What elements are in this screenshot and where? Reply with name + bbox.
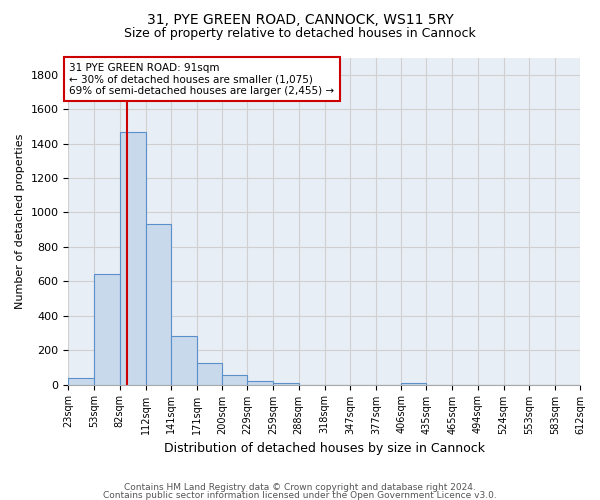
Bar (119, 132, 146, 384)
Text: 31, PYE GREEN ROAD, CANNOCK, WS11 5RY: 31, PYE GREEN ROAD, CANNOCK, WS11 5RY (146, 12, 454, 26)
X-axis label: Distribution of detached houses by size in Cannock: Distribution of detached houses by size … (164, 442, 485, 455)
Bar (68, 378, 94, 384)
Text: Size of property relative to detached houses in Cannock: Size of property relative to detached ho… (124, 28, 476, 40)
Text: 31 PYE GREEN ROAD: 91sqm
← 30% of detached houses are smaller (1,075)
69% of sem: 31 PYE GREEN ROAD: 91sqm ← 30% of detach… (69, 62, 334, 96)
Bar (247, 381, 274, 384)
Text: Contains public sector information licensed under the Open Government Licence v3: Contains public sector information licen… (103, 492, 497, 500)
Y-axis label: Number of detached properties: Number of detached properties (15, 134, 25, 308)
Bar (401, 382, 426, 384)
Bar (274, 382, 299, 384)
Bar (146, 224, 171, 384)
Bar (197, 363, 222, 384)
Bar (171, 336, 197, 384)
Bar (222, 375, 247, 384)
Bar (94, 274, 119, 384)
Text: Contains HM Land Registry data © Crown copyright and database right 2024.: Contains HM Land Registry data © Crown c… (124, 483, 476, 492)
